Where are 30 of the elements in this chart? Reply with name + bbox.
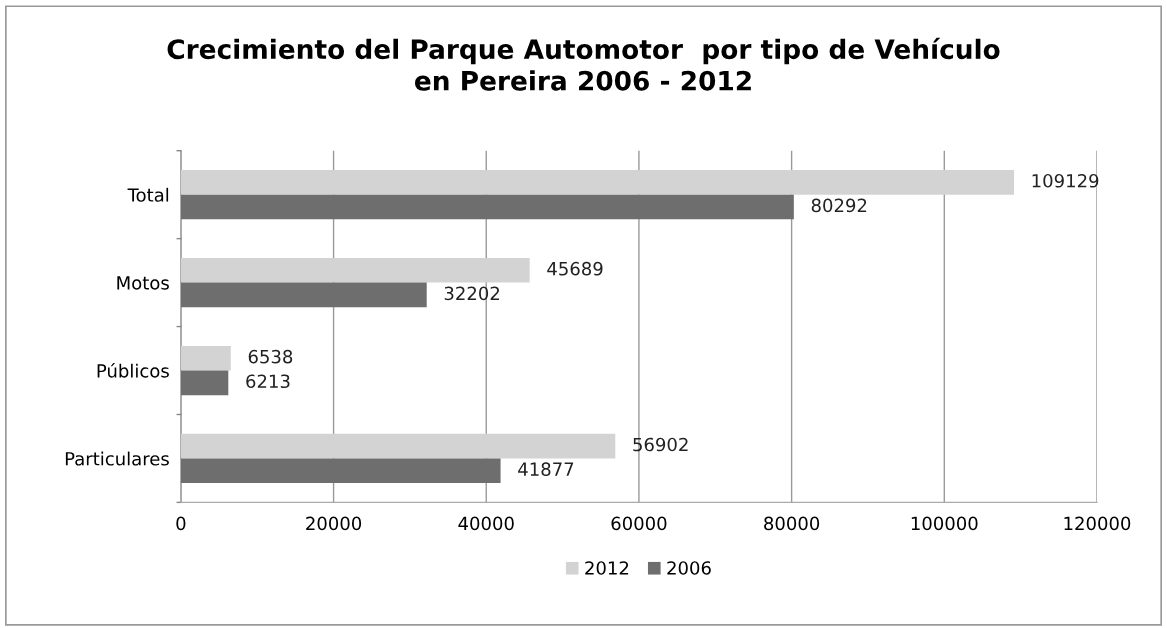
y-tick-label: Motos (117, 276, 169, 290)
data-label: 41877 (518, 462, 574, 476)
bar (180, 433, 616, 459)
bar (180, 194, 794, 220)
x-tick-label: 120000 (1064, 516, 1131, 531)
data-label: 80292 (811, 198, 867, 213)
bar (180, 370, 229, 396)
bar (180, 282, 427, 308)
bar (180, 345, 231, 371)
chart-title: Crecimiento del Parque Automotor por tipo de Vehículo en Pereira 2006 - 2012 (167, 37, 1000, 91)
data-label: 109129 (1032, 173, 1099, 188)
bar (180, 257, 530, 283)
y-tick-label: Particulares (65, 451, 169, 466)
x-tick-label: 40000 (458, 516, 514, 531)
data-label: 32202 (444, 286, 500, 301)
data-label: 6538 (248, 349, 293, 364)
legend-label: 2006 (667, 561, 711, 575)
y-tick-label: Total (127, 187, 169, 202)
x-tick-label: 0 (176, 516, 186, 531)
bar (180, 170, 1014, 195)
data-label: 6213 (246, 374, 290, 389)
x-tick-label: 60000 (611, 516, 667, 531)
data-label: 45689 (547, 261, 603, 276)
x-tick-label: 80000 (764, 516, 820, 531)
data-label: 56902 (633, 437, 688, 452)
x-tick-label: 20000 (306, 516, 362, 531)
legend-label: 2012 (585, 561, 629, 575)
y-tick-label: Públicos (97, 362, 169, 378)
bar (180, 458, 501, 484)
x-tick-label: 100000 (911, 516, 978, 531)
